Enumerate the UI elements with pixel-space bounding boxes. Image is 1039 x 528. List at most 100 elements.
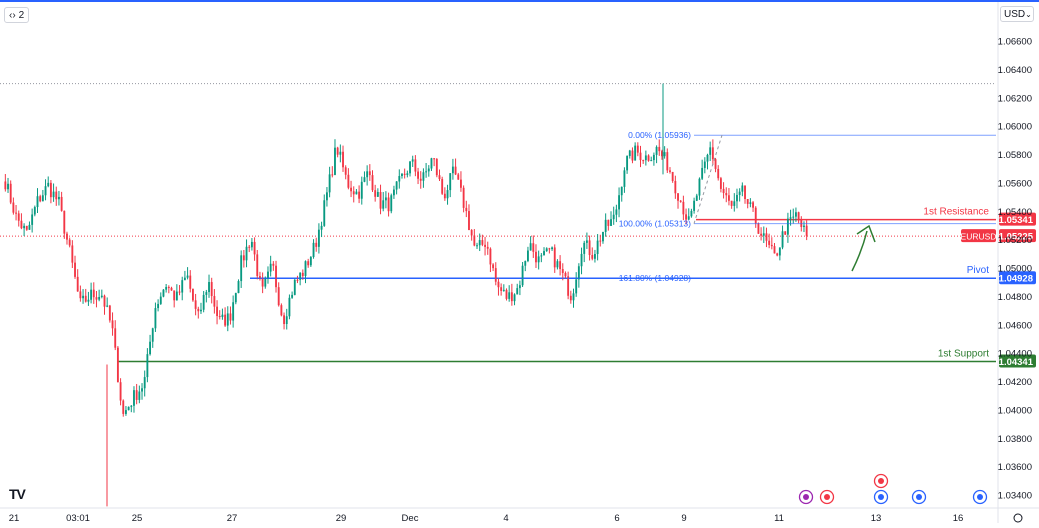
candle-body bbox=[60, 196, 63, 211]
candle-body bbox=[103, 295, 106, 307]
candle-body bbox=[752, 202, 754, 208]
settings-gear-icon[interactable] bbox=[1013, 513, 1023, 523]
candle-body bbox=[661, 151, 663, 157]
candle-body bbox=[454, 166, 457, 175]
candle-body bbox=[709, 147, 712, 155]
candle-body bbox=[591, 255, 594, 259]
candle-body bbox=[205, 292, 208, 295]
candle-body bbox=[631, 150, 634, 161]
candle-body bbox=[151, 328, 154, 342]
candle-body bbox=[623, 170, 626, 187]
candle-body bbox=[561, 269, 564, 273]
candle-body bbox=[47, 182, 50, 187]
bullish-arrow-icon bbox=[851, 230, 868, 272]
current-price-tag bbox=[999, 229, 1036, 243]
candle-body bbox=[451, 166, 454, 174]
symbol-label: EURUSD bbox=[961, 232, 997, 242]
candle-body bbox=[167, 287, 170, 289]
candle-body bbox=[304, 261, 307, 276]
eu-flag-icon-dot bbox=[977, 494, 983, 500]
candle-body bbox=[98, 297, 101, 300]
candle-body bbox=[363, 177, 366, 182]
candle-body bbox=[583, 242, 586, 254]
candle-body bbox=[224, 314, 227, 326]
candle-body bbox=[277, 287, 280, 306]
candle-body bbox=[784, 231, 787, 235]
candle-body bbox=[221, 314, 224, 318]
candle-body bbox=[232, 302, 235, 321]
candle-body bbox=[647, 155, 650, 161]
candle-body bbox=[604, 219, 607, 232]
y-tick-label: 1.03600 bbox=[998, 462, 1032, 473]
y-tick-label: 1.06400 bbox=[998, 65, 1032, 76]
candle-body bbox=[714, 159, 717, 169]
candle-body bbox=[141, 388, 143, 392]
candle-body bbox=[336, 147, 339, 155]
fib-level-label: 0.00% (1.05936) bbox=[628, 130, 691, 140]
candle-body bbox=[175, 291, 178, 301]
candle-body bbox=[644, 155, 647, 161]
candle-body bbox=[610, 219, 612, 226]
candle-body bbox=[422, 172, 425, 181]
candle-body bbox=[39, 196, 42, 202]
candle-body bbox=[49, 182, 52, 198]
candle-body bbox=[210, 282, 213, 297]
candle-body bbox=[786, 218, 789, 235]
fib-level-label: 100.00% (1.05313) bbox=[619, 219, 691, 229]
layout-toggle-button[interactable]: ‹› 2 bbox=[4, 7, 30, 23]
candle-body bbox=[690, 210, 693, 217]
candle-body bbox=[342, 151, 344, 168]
candle-body bbox=[532, 243, 535, 252]
candle-body bbox=[283, 315, 285, 325]
candle-body bbox=[642, 160, 645, 162]
currency-select[interactable]: USD ⌄ bbox=[1000, 6, 1034, 22]
candle-body bbox=[620, 186, 623, 196]
candle-body bbox=[71, 245, 74, 263]
candle-body bbox=[162, 289, 165, 297]
y-tick-label: 1.05400 bbox=[998, 207, 1032, 218]
candle-body bbox=[486, 246, 489, 249]
candle-body bbox=[701, 167, 704, 179]
candle-body bbox=[443, 193, 446, 199]
us-flag-icon-dot bbox=[878, 478, 884, 484]
x-tick-label: Dec bbox=[402, 513, 419, 523]
candle-body bbox=[588, 240, 591, 256]
candle-body bbox=[417, 171, 419, 179]
candle-body bbox=[768, 240, 771, 245]
candle-body bbox=[173, 290, 176, 301]
1st-resistance-price-tag bbox=[999, 212, 1036, 226]
candle-body bbox=[7, 183, 9, 190]
candle-body bbox=[746, 199, 749, 204]
candle-body bbox=[706, 154, 709, 162]
candle-body bbox=[607, 219, 610, 226]
candle-body bbox=[615, 209, 618, 215]
candle-body bbox=[25, 225, 28, 230]
candle-body bbox=[521, 265, 524, 286]
candle-body bbox=[76, 276, 79, 292]
candle-body bbox=[430, 158, 433, 169]
x-tick-label: 16 bbox=[953, 513, 964, 523]
y-tick-label: 1.03400 bbox=[998, 491, 1032, 502]
candle-body bbox=[671, 171, 674, 181]
candle-body bbox=[717, 168, 720, 179]
eu-flag-icon-dot bbox=[916, 494, 922, 500]
candle-body bbox=[559, 261, 562, 270]
candle-body bbox=[441, 179, 444, 194]
pivot-price-label: 1.04928 bbox=[999, 274, 1033, 285]
candle-body bbox=[307, 261, 310, 266]
candle-body bbox=[328, 174, 331, 193]
candle-body bbox=[462, 187, 465, 208]
candle-body bbox=[398, 176, 401, 182]
candle-body bbox=[762, 233, 765, 236]
candle-body bbox=[518, 285, 521, 289]
candle-body bbox=[159, 296, 162, 304]
candle-body bbox=[331, 174, 334, 176]
x-tick-label: 9 bbox=[681, 513, 686, 523]
candle-body bbox=[317, 229, 320, 247]
candle-body bbox=[685, 214, 687, 220]
candle-body bbox=[360, 181, 363, 199]
y-tick-label: 1.04200 bbox=[998, 377, 1032, 388]
candle-body bbox=[197, 308, 200, 312]
